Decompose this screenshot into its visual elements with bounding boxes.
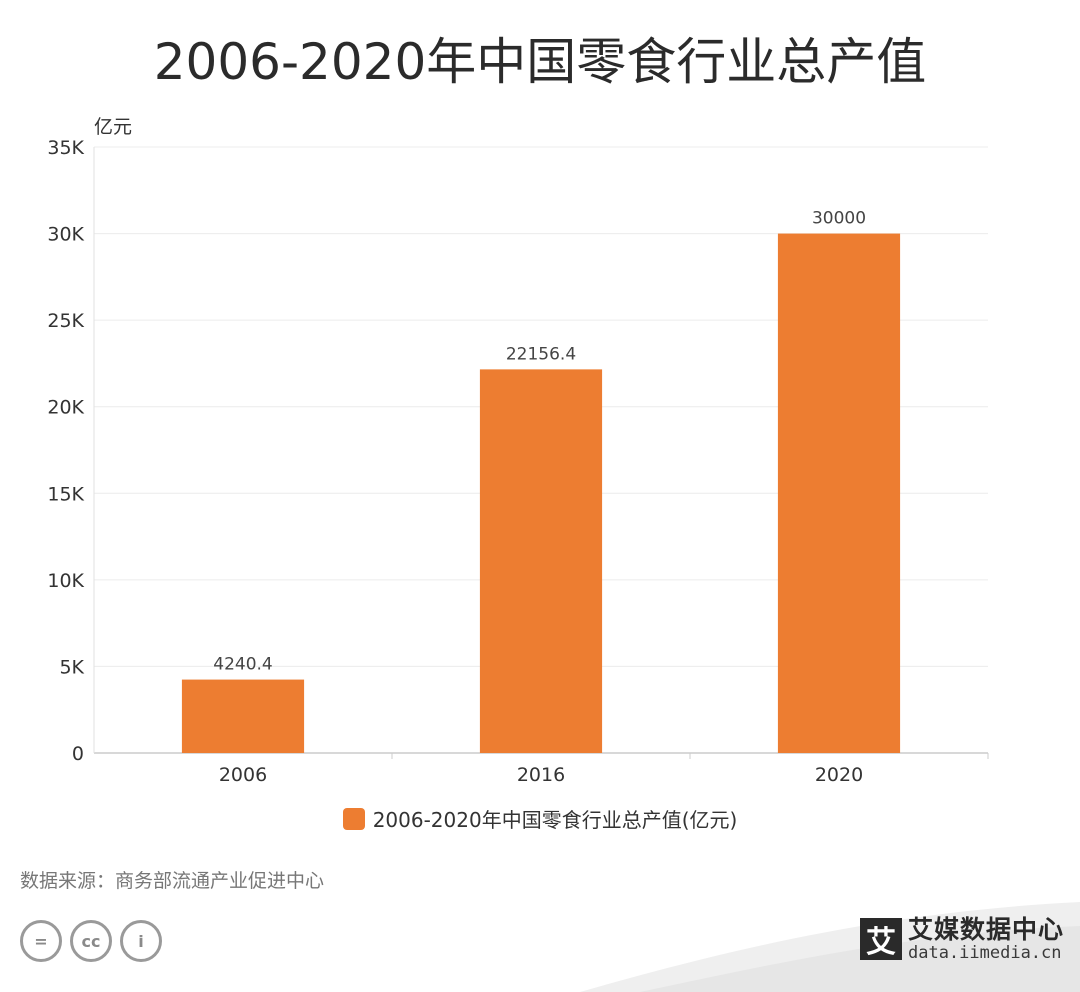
legend: 2006-2020年中国零食行业总产值(亿元)	[0, 804, 1080, 833]
brand-url: data.iimedia.cn	[907, 942, 1062, 963]
x-tick-label-2006: 2006	[219, 764, 267, 786]
y-axis-ticks: 0 5K 10K 15K 20K 25K 30K 35K	[47, 137, 84, 765]
bar-value-label-2020: 30000	[812, 209, 866, 229]
y-tick-label: 30K	[47, 224, 84, 246]
y-tick-label: 10K	[47, 570, 84, 592]
bar-value-label-2016: 22156.4	[506, 344, 576, 364]
chart-title: 2006-2020年中国零食行业总产值	[153, 33, 927, 91]
y-tick-label: 20K	[47, 397, 84, 419]
bar-value-labels: 4240.4 22156.4 30000	[213, 209, 866, 675]
legend-swatch	[342, 807, 365, 830]
brand-mark-icon: 艾	[859, 918, 902, 961]
bar-2020	[777, 233, 901, 754]
bar-chart: 亿元 0 5K 10K 15K 20K 25K 30K 35K 4240.4 22156.4 30…	[47, 116, 989, 786]
x-axis-ticks: 2006 2016 2020	[219, 753, 989, 786]
bar-value-label-2006: 4240.4	[213, 655, 272, 675]
y-tick-label: 35K	[47, 137, 84, 159]
cc-icon: cc	[70, 920, 112, 962]
y-axis-unit-label: 亿元	[94, 116, 132, 138]
bar-2006	[181, 679, 305, 753]
bars	[181, 233, 901, 754]
equals-icon: =	[20, 920, 62, 962]
brand-logo: 艾 艾媒数据中心 data.iimedia.cn	[859, 915, 1064, 963]
y-tick-label: 5K	[59, 656, 84, 678]
x-tick-label-2020: 2020	[815, 764, 863, 786]
y-tick-label: 25K	[47, 310, 84, 332]
data-source: 数据来源：商务部流通产业促进中心	[20, 870, 325, 892]
y-tick-label: 0	[72, 743, 84, 765]
brand-name: 艾媒数据中心	[907, 915, 1064, 944]
x-tick-label-2016: 2016	[517, 764, 565, 786]
y-tick-label: 15K	[47, 483, 84, 505]
legend-label: 2006-2020年中国零食行业总产值(亿元)	[372, 808, 738, 832]
person-icon: i	[120, 920, 162, 962]
bar-2016	[479, 369, 603, 753]
license-icons: = cc i	[20, 920, 162, 962]
